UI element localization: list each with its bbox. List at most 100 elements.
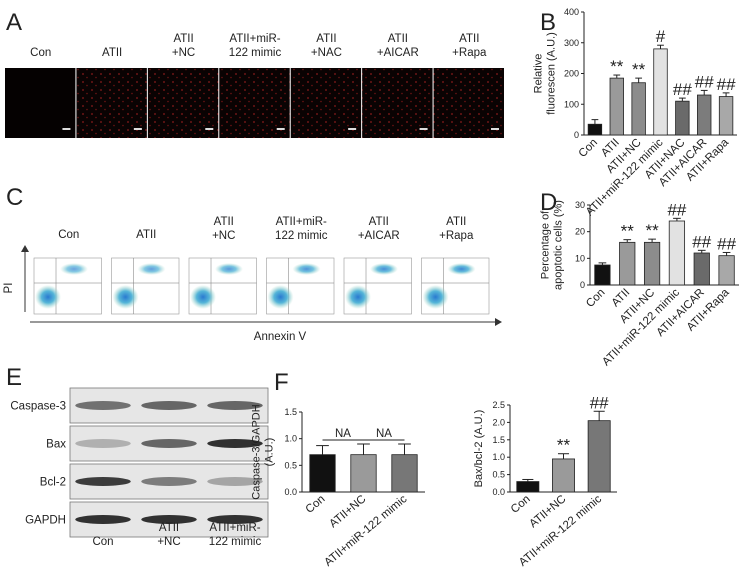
- axis-label: PI: [3, 283, 15, 294]
- blot-row-label: Caspase-3: [10, 401, 66, 413]
- band: [75, 401, 131, 410]
- label: ATII: [102, 47, 122, 59]
- label: ATII: [173, 33, 193, 45]
- significance: **: [557, 436, 571, 455]
- y-tick-label: 0.0: [492, 487, 505, 497]
- bar: [631, 82, 646, 136]
- y-tick-label: 20: [575, 227, 585, 237]
- bar: [675, 100, 690, 136]
- y-tick-label: 0.0: [284, 487, 297, 497]
- label: Con: [58, 229, 79, 241]
- label: ATII+miR-: [276, 216, 327, 228]
- arrow-head: [495, 318, 502, 326]
- scale-bar: [62, 128, 71, 130]
- scale-bar: [491, 128, 499, 130]
- significance: ##: [717, 75, 736, 94]
- y-tick-label: 2.5: [492, 400, 505, 410]
- label: ATII: [136, 229, 156, 241]
- bar: [309, 454, 336, 493]
- band: [207, 439, 263, 448]
- y-tick-label: 300: [564, 38, 579, 48]
- y-tick-label: 0: [580, 280, 585, 290]
- micrograph: [147, 68, 219, 138]
- panel-letter: E: [6, 364, 22, 391]
- significance: **: [645, 221, 659, 240]
- label: ATII+miR-: [209, 522, 260, 534]
- band: [141, 401, 197, 410]
- bar: [643, 241, 661, 286]
- flow-cluster: [190, 285, 216, 309]
- micrograph: [76, 68, 147, 138]
- y-axis-label: Percentage of: [540, 210, 552, 279]
- blot-row-label: Bax: [46, 439, 66, 451]
- flow-cluster: [447, 263, 476, 275]
- scale-bar: [419, 128, 428, 130]
- y-tick-label: 1.0: [284, 434, 297, 444]
- label: 122 mimic: [209, 536, 262, 548]
- label: +NC: [157, 536, 180, 548]
- significance: ##: [695, 72, 714, 91]
- label: ATII: [446, 216, 466, 228]
- label: +NC: [212, 230, 235, 242]
- y-tick-label: 2.0: [492, 417, 505, 427]
- label: Con: [30, 47, 51, 59]
- label: +NAC: [311, 47, 342, 59]
- scale-bar: [205, 128, 214, 130]
- y-tick-label: 200: [564, 69, 579, 79]
- bracket-label: NA: [376, 428, 392, 440]
- band: [207, 515, 263, 524]
- label: 122 mimic: [229, 47, 282, 59]
- micrograph: [362, 68, 433, 138]
- panel-letter: A: [6, 9, 22, 36]
- bar: [718, 255, 735, 286]
- micrograph: [5, 68, 76, 138]
- panel-letter: D: [540, 189, 557, 216]
- panel-letter: F: [274, 369, 289, 396]
- micrograph: [290, 68, 362, 138]
- y-axis-label: apoptotic cells (%): [553, 200, 565, 290]
- label: +AICAR: [358, 230, 400, 242]
- bar: [668, 220, 686, 286]
- significance: ##: [717, 234, 736, 253]
- y-tick-label: 100: [564, 99, 579, 109]
- band: [207, 401, 263, 410]
- y-axis-label: (A.U.): [264, 438, 276, 467]
- label: Con: [92, 536, 113, 548]
- flow-cluster: [422, 285, 449, 309]
- y-tick-label: 400: [564, 7, 579, 17]
- label: ATII: [459, 33, 479, 45]
- significance: ##: [692, 232, 711, 251]
- y-tick-label: 0: [574, 130, 579, 140]
- band: [141, 515, 197, 524]
- significance: **: [610, 57, 624, 76]
- flow-cluster: [60, 263, 88, 275]
- blot-row-label: GAPDH: [25, 515, 66, 527]
- label: +Rapa: [439, 230, 474, 242]
- band: [141, 477, 197, 486]
- x-tick-label: Con: [304, 493, 328, 516]
- blot-row-label: Bcl-2: [40, 477, 66, 489]
- bar: [587, 123, 603, 136]
- label: ATII: [159, 522, 179, 534]
- significance: **: [621, 222, 635, 241]
- y-tick-label: 1.5: [492, 435, 505, 445]
- label: ATII: [369, 216, 389, 228]
- bar: [619, 241, 636, 286]
- band: [75, 439, 131, 448]
- bar: [594, 264, 611, 286]
- band: [141, 439, 197, 448]
- significance: ##: [590, 393, 609, 412]
- label: +Rapa: [452, 47, 487, 59]
- y-tick-label: 1.5: [284, 407, 297, 417]
- y-axis-label: Caspase-3/GAPDH: [251, 404, 263, 499]
- bracket-label: NA: [335, 428, 351, 440]
- x-tick-label: Con: [584, 287, 607, 310]
- significance: #: [656, 27, 666, 46]
- flow-cluster: [345, 285, 371, 309]
- y-tick-label: 0.5: [492, 470, 505, 480]
- flow-cluster: [215, 263, 243, 275]
- panel-letter: B: [540, 9, 556, 36]
- y-axis-label: fluorescen (A.U.): [546, 32, 558, 115]
- bar: [609, 77, 624, 136]
- flow-cluster: [292, 263, 321, 275]
